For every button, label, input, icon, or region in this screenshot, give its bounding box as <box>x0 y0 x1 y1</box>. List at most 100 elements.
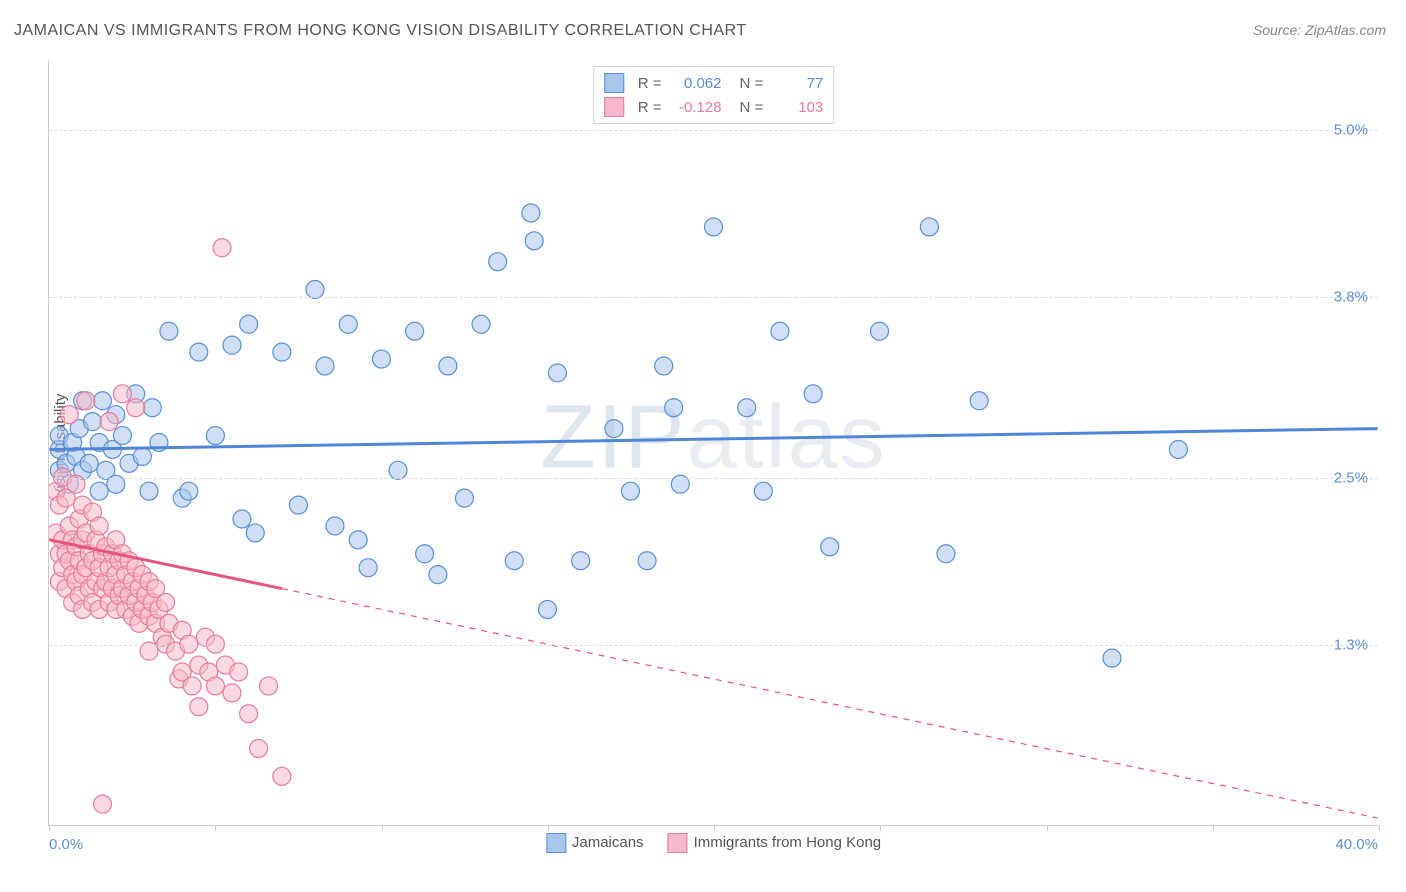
scatter-point <box>84 552 102 570</box>
x-tick <box>49 825 50 831</box>
scatter-point <box>87 573 105 591</box>
scatter-point <box>170 670 188 688</box>
y-tick-label: 2.5% <box>1334 469 1368 486</box>
scatter-point <box>1103 649 1121 667</box>
scatter-point <box>180 482 198 500</box>
scatter-point <box>349 531 367 549</box>
legend-r-value: -0.128 <box>670 99 722 116</box>
scatter-point <box>326 517 344 535</box>
scatter-point <box>49 482 65 500</box>
scatter-point <box>548 364 566 382</box>
x-axis-min-label: 0.0% <box>49 836 83 853</box>
scatter-point <box>621 482 639 500</box>
scatter-point <box>74 600 92 618</box>
scatter-point <box>429 566 447 584</box>
scatter-point <box>525 232 543 250</box>
scatter-point <box>821 538 839 556</box>
x-axis-max-label: 40.0% <box>1335 836 1378 853</box>
scatter-point <box>50 496 68 514</box>
correlation-legend: R =0.062N =77R =-0.128N =103 <box>593 66 835 124</box>
legend-r-value: 0.062 <box>670 75 722 92</box>
scatter-point <box>70 420 88 438</box>
scatter-point <box>60 517 78 535</box>
scatter-point <box>113 580 131 598</box>
scatter-layer <box>49 60 1378 825</box>
scatter-point <box>223 684 241 702</box>
scatter-point <box>133 600 151 618</box>
scatter-point <box>120 587 138 605</box>
scatter-point <box>127 559 145 577</box>
scatter-point <box>90 600 108 618</box>
scatter-point <box>140 573 158 591</box>
legend-n-label: N = <box>740 75 764 92</box>
scatter-point <box>406 322 424 340</box>
scatter-point <box>416 545 434 563</box>
scatter-point <box>50 461 68 479</box>
scatter-point <box>107 406 125 424</box>
scatter-point <box>206 427 224 445</box>
scatter-point <box>754 482 772 500</box>
scatter-point <box>54 531 72 549</box>
scatter-point <box>240 705 258 723</box>
scatter-point <box>233 510 251 528</box>
x-tick <box>215 825 216 831</box>
scatter-point <box>157 593 175 611</box>
scatter-point <box>246 524 264 542</box>
y-tick-label: 3.8% <box>1334 288 1368 305</box>
scatter-point <box>273 767 291 785</box>
scatter-point <box>133 447 151 465</box>
scatter-point <box>84 413 102 431</box>
scatter-point <box>190 343 208 361</box>
scatter-point <box>117 566 135 584</box>
scatter-point <box>130 614 148 632</box>
scatter-point <box>74 496 92 514</box>
legend-row: R =-0.128N =103 <box>604 95 824 119</box>
scatter-point <box>190 698 208 716</box>
scatter-point <box>103 440 121 458</box>
scatter-point <box>70 587 88 605</box>
scatter-point <box>57 454 75 472</box>
legend-label: Immigrants from Hong Kong <box>694 834 882 851</box>
scatter-point <box>160 614 178 632</box>
scatter-point <box>97 538 115 556</box>
scatter-point <box>80 454 98 472</box>
scatter-point <box>64 566 82 584</box>
scatter-point <box>74 392 92 410</box>
scatter-point <box>389 461 407 479</box>
scatter-point <box>970 392 988 410</box>
scatter-point <box>140 607 158 625</box>
scatter-point <box>123 573 141 591</box>
legend-swatch <box>604 73 624 93</box>
gridline <box>49 297 1378 298</box>
scatter-point <box>87 531 105 549</box>
scatter-point <box>64 434 82 452</box>
scatter-point <box>70 510 88 528</box>
scatter-point <box>133 566 151 584</box>
legend-n-value: 103 <box>771 99 823 116</box>
x-tick <box>1213 825 1214 831</box>
scatter-point <box>113 385 131 403</box>
scatter-point <box>173 489 191 507</box>
trend-line <box>49 540 281 589</box>
scatter-point <box>472 315 490 333</box>
scatter-point <box>190 656 208 674</box>
chart-container: JAMAICAN VS IMMIGRANTS FROM HONG KONG VI… <box>0 0 1406 892</box>
legend-label: Jamaicans <box>572 834 644 851</box>
scatter-point <box>80 580 98 598</box>
scatter-point <box>117 600 135 618</box>
scatter-point <box>57 580 75 598</box>
scatter-point <box>54 559 72 577</box>
x-tick <box>548 825 549 831</box>
scatter-point <box>74 531 92 549</box>
scatter-point <box>90 482 108 500</box>
scatter-point <box>538 600 556 618</box>
scatter-point <box>57 545 75 563</box>
scatter-point <box>522 204 540 222</box>
scatter-point <box>94 392 112 410</box>
scatter-point <box>455 489 473 507</box>
scatter-point <box>64 531 82 549</box>
scatter-point <box>489 253 507 271</box>
series-legend: Jamaicans Immigrants from Hong Kong <box>546 833 881 853</box>
scatter-point <box>339 315 357 333</box>
scatter-point <box>655 357 673 375</box>
